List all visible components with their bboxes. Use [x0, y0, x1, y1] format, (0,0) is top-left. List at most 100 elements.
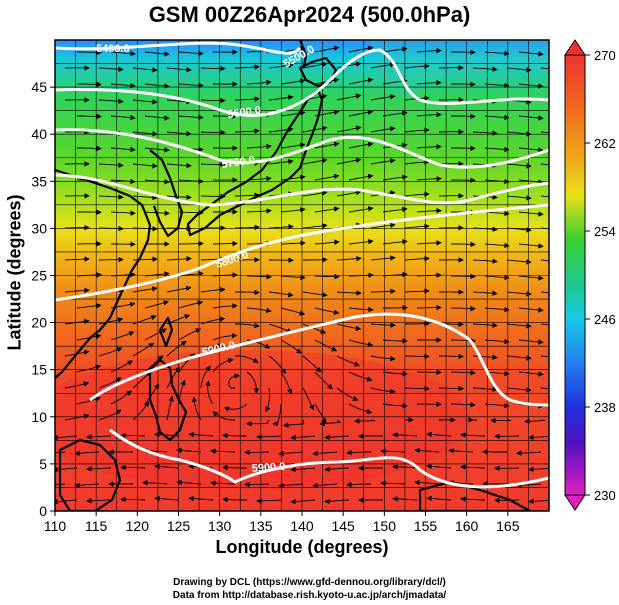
streamline — [302, 157, 328, 165]
streamline — [98, 256, 124, 263]
streamline — [290, 434, 316, 441]
streamline — [348, 272, 374, 278]
streamline — [438, 353, 464, 360]
streamline — [246, 143, 272, 150]
streamline — [540, 355, 549, 358]
streamline — [416, 144, 442, 150]
streamline — [382, 371, 408, 377]
streamline — [120, 464, 146, 471]
x-tick-label: 140 — [290, 518, 314, 534]
streamline — [246, 371, 260, 394]
streamline — [154, 495, 180, 502]
streamline — [234, 96, 260, 102]
streamline — [528, 498, 549, 505]
streamline — [188, 431, 214, 438]
streamline — [416, 304, 442, 311]
streamline — [166, 285, 192, 293]
streamline — [540, 291, 549, 294]
streamline — [451, 49, 476, 55]
streamline — [110, 114, 136, 121]
streamline — [392, 464, 418, 470]
streamline — [64, 287, 90, 294]
streamline — [324, 498, 350, 504]
x-axis-label: Longitude (degrees) — [215, 537, 389, 557]
streamline — [518, 147, 544, 153]
streamline — [302, 291, 328, 298]
streamline — [302, 387, 315, 411]
colorbar-tick-label: 254 — [594, 224, 616, 239]
streamline — [280, 240, 306, 246]
streamline — [166, 314, 191, 325]
x-tick-label: 125 — [167, 518, 191, 534]
coastline-korea — [149, 149, 184, 238]
streamline — [144, 271, 170, 277]
streamline — [200, 286, 226, 293]
streamline — [166, 395, 174, 421]
streamline — [451, 241, 476, 248]
streamline — [302, 323, 327, 334]
streamline — [77, 145, 102, 152]
streamline — [404, 191, 430, 197]
streamline — [484, 274, 510, 281]
streamline — [370, 222, 396, 229]
streamline — [346, 481, 371, 488]
streamline — [438, 385, 464, 392]
streamline — [426, 495, 452, 502]
streamline — [76, 364, 102, 373]
streamline — [98, 377, 122, 389]
streamline — [64, 318, 90, 325]
y-axis-ticks: 0 5 10 15 20 25 30 35 40 45 — [31, 79, 55, 519]
y-tick-label: 0 — [39, 503, 47, 519]
streamline — [212, 357, 234, 373]
x-tick-label: 160 — [455, 518, 479, 534]
streamline — [448, 448, 474, 454]
streamline — [382, 110, 408, 117]
streamline — [98, 317, 124, 325]
streamline — [280, 339, 302, 354]
page-title: GSM 00Z26Apr2024 (500.0hPa) — [148, 2, 471, 27]
streamline — [200, 365, 211, 389]
streamline — [210, 480, 236, 486]
streamline — [540, 195, 549, 198]
streamline — [110, 50, 136, 57]
streamline — [166, 130, 192, 137]
streamline — [76, 303, 102, 309]
streamline — [370, 158, 396, 165]
streamline — [348, 339, 374, 348]
streamline — [280, 110, 306, 117]
x-axis-ticks: 110 115 120 125 130 135 140 145 150 155 160 165 — [44, 511, 520, 534]
streamline — [166, 256, 192, 262]
streamline — [144, 355, 164, 373]
streamline — [265, 387, 271, 413]
streamline — [280, 142, 306, 149]
streamline — [246, 175, 272, 182]
streamline — [472, 354, 498, 360]
streamline — [280, 274, 306, 281]
streamline — [212, 333, 238, 341]
streamline — [74, 482, 100, 488]
streamline — [176, 447, 202, 454]
streamline — [414, 447, 440, 454]
streamline — [178, 240, 204, 247]
streamline — [235, 322, 260, 329]
streamline — [370, 355, 396, 362]
coastline-japan — [186, 88, 324, 237]
streamline — [144, 83, 170, 89]
streamline — [528, 466, 549, 473]
credit-line-2: Data from http://database.rish.kyoto-u.a… — [172, 590, 447, 601]
streamline — [210, 448, 236, 454]
streamline — [64, 256, 90, 262]
x-tick-label: 135 — [249, 518, 273, 534]
streamline — [540, 387, 549, 390]
streamline — [314, 273, 340, 280]
streamline — [336, 61, 362, 69]
streamline — [370, 322, 396, 328]
streamline — [110, 390, 132, 405]
streamline — [142, 480, 168, 486]
coastline-philippines — [148, 358, 188, 442]
streamline — [460, 432, 486, 438]
streamline — [348, 77, 374, 85]
streamline — [110, 178, 136, 185]
streamline — [336, 255, 362, 262]
streamline — [518, 179, 544, 185]
